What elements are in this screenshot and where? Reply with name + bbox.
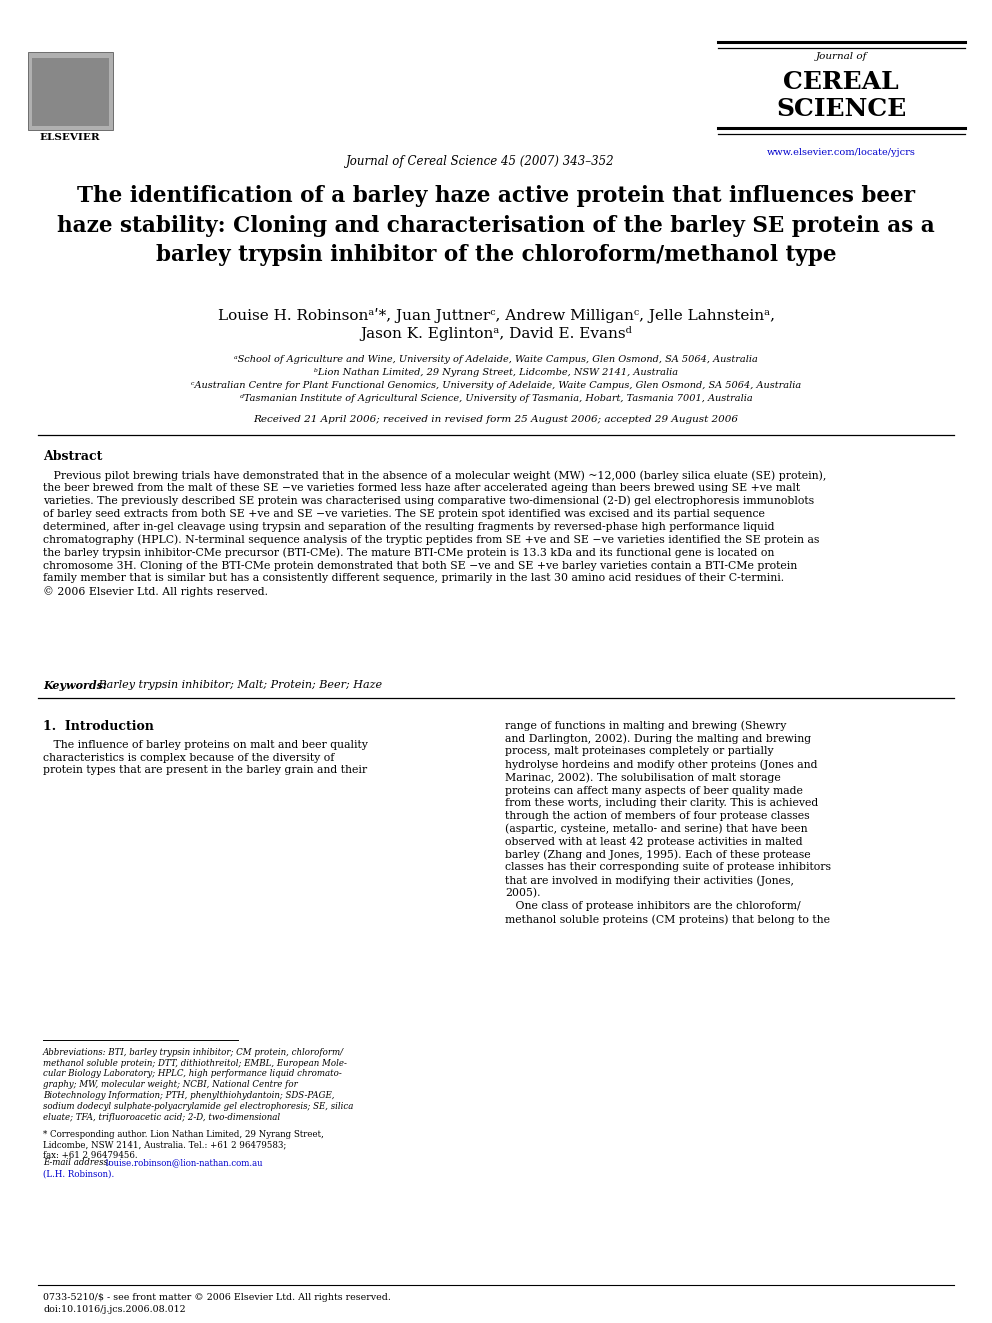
Text: CEREAL: CEREAL (784, 70, 899, 94)
Text: ᶜAustralian Centre for Plant Functional Genomics, University of Adelaide, Waite : ᶜAustralian Centre for Plant Functional … (190, 381, 802, 390)
Text: * Corresponding author. Lion Nathan Limited, 29 Nyrang Street,
Lidcombe, NSW 214: * Corresponding author. Lion Nathan Limi… (43, 1130, 323, 1160)
Text: www.elsevier.com/locate/yjcrs: www.elsevier.com/locate/yjcrs (767, 148, 916, 157)
Text: Received 21 April 2006; received in revised form 25 August 2006; accepted 29 Aug: Received 21 April 2006; received in revi… (254, 415, 738, 423)
Text: SCIENCE: SCIENCE (776, 97, 906, 120)
Text: 1.  Introduction: 1. Introduction (43, 720, 154, 733)
Text: The identification of a barley haze active protein that influences beer
haze sta: The identification of a barley haze acti… (58, 185, 934, 266)
Text: Keywords:: Keywords: (43, 680, 107, 691)
Text: ᵈTasmanian Institute of Agricultural Science, University of Tasmania, Hobart, Ta: ᵈTasmanian Institute of Agricultural Sci… (240, 394, 752, 404)
Text: Barley trypsin inhibitor; Malt; Protein; Beer; Haze: Barley trypsin inhibitor; Malt; Protein;… (95, 680, 382, 691)
Text: E-mail address:: E-mail address: (43, 1158, 111, 1167)
Text: louise.robinson@lion-nathan.com.au: louise.robinson@lion-nathan.com.au (103, 1158, 263, 1167)
Text: ᵇLion Nathan Limited, 29 Nyrang Street, Lidcombe, NSW 2141, Australia: ᵇLion Nathan Limited, 29 Nyrang Street, … (313, 368, 679, 377)
Text: Jason K. Eglintonᵃ, David E. Evansᵈ: Jason K. Eglintonᵃ, David E. Evansᵈ (360, 325, 632, 341)
Bar (32, 58, 109, 126)
Text: Journal of Cereal Science 45 (2007) 343–352: Journal of Cereal Science 45 (2007) 343–… (345, 156, 614, 168)
Text: range of functions in malting and brewing (Shewry
and Darlington, 2002). During : range of functions in malting and brewin… (505, 720, 831, 925)
Text: 0733-5210/$ - see front matter © 2006 Elsevier Ltd. All rights reserved.
doi:10.: 0733-5210/$ - see front matter © 2006 El… (43, 1293, 391, 1314)
Text: Louise H. Robinsonᵃʹ*, Juan Juttnerᶜ, Andrew Milliganᶜ, Jelle Lahnsteinᵃ,: Louise H. Robinsonᵃʹ*, Juan Juttnerᶜ, An… (217, 308, 775, 323)
Text: Journal of: Journal of (815, 52, 867, 61)
Text: (L.H. Robinson).: (L.H. Robinson). (43, 1170, 114, 1179)
Text: The influence of barley proteins on malt and beer quality
characteristics is com: The influence of barley proteins on malt… (43, 740, 368, 775)
Text: ELSEVIER: ELSEVIER (40, 134, 100, 142)
Text: ᵃSchool of Agriculture and Wine, University of Adelaide, Waite Campus, Glen Osmo: ᵃSchool of Agriculture and Wine, Univers… (234, 355, 758, 364)
Text: Abstract: Abstract (43, 450, 102, 463)
Text: Abbreviations: BTI, barley trypsin inhibitor; CM protein, chloroform/
methanol s: Abbreviations: BTI, barley trypsin inhib… (43, 1048, 353, 1122)
Bar (28, 52, 113, 130)
Text: Previous pilot brewing trials have demonstrated that in the absence of a molecul: Previous pilot brewing trials have demon… (43, 470, 826, 597)
